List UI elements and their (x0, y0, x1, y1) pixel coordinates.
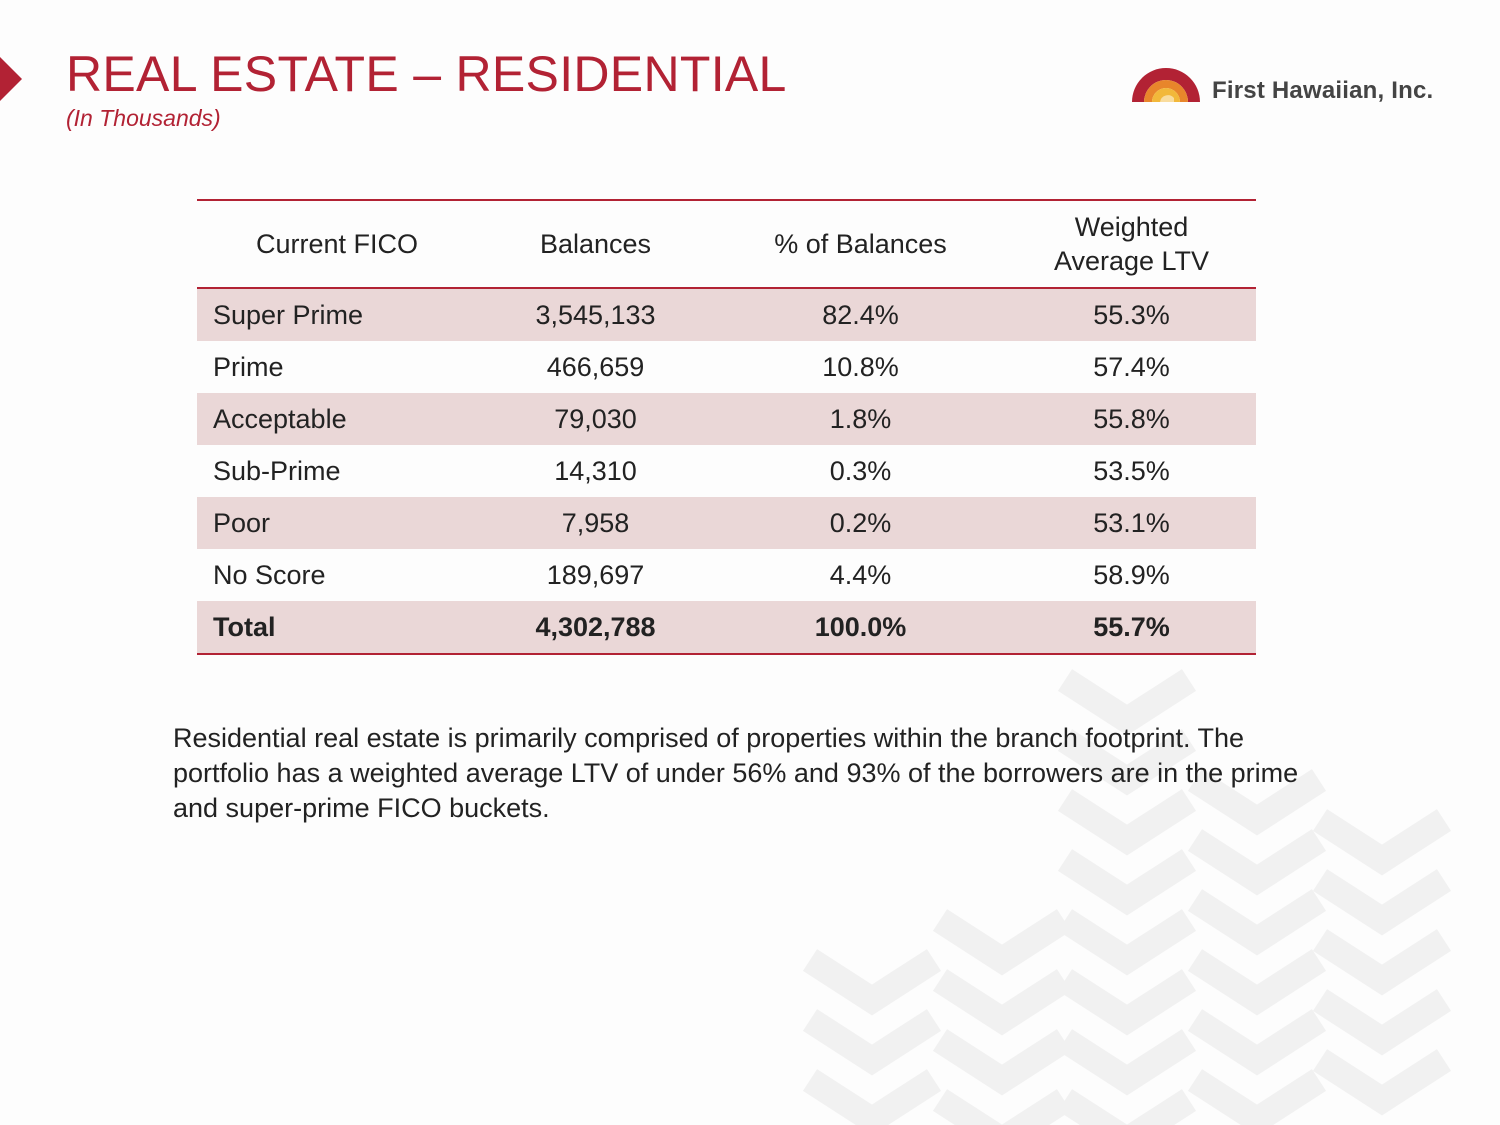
cell-total-ltv: 55.7% (1093, 611, 1170, 642)
cell-total-percent: 100.0% (814, 611, 907, 642)
cell-ltv: 53.5% (1093, 455, 1170, 486)
cell-balance: 14,310 (554, 455, 637, 486)
sunrise-logo-icon (1132, 68, 1200, 102)
cell-fico-tier: Acceptable (213, 403, 347, 434)
table-row: Super Prime 3,545,133 82.4% 55.3% (197, 288, 1256, 341)
cell-percent: 1.8% (829, 403, 892, 434)
cell-percent: 0.2% (829, 507, 892, 538)
chevron-background-pattern (802, 669, 1452, 1125)
logo-text: First Hawaiian, Inc. (1212, 77, 1434, 104)
header-current-fico: Current FICO (255, 229, 419, 259)
cell-percent: 10.8% (822, 351, 899, 382)
page-title: REAL ESTATE – RESIDENTIAL (66, 46, 787, 102)
company-logo: First Hawaiian, Inc. (1130, 62, 1460, 108)
cell-balance: 466,659 (546, 351, 645, 382)
corner-arrow-marker (0, 57, 22, 101)
cell-fico-tier: No Score (213, 559, 326, 590)
cell-ltv: 55.8% (1093, 403, 1170, 434)
cell-fico-tier: Prime (213, 351, 284, 382)
cell-balance: 189,697 (546, 559, 645, 590)
cell-fico-tier: Super Prime (213, 299, 364, 330)
cell-ltv: 57.4% (1093, 351, 1170, 382)
header-weighted-average-ltv: Weighted Average LTV (1053, 212, 1210, 276)
fico-table: Current FICO Balances % of Balances Weig… (197, 199, 1256, 655)
cell-ltv: 55.3% (1093, 299, 1170, 330)
table-row: Poor 7,958 0.2% 53.1% (197, 497, 1256, 549)
page-subtitle: (In Thousands) (66, 105, 221, 131)
table-row: Sub-Prime 14,310 0.3% 53.5% (197, 445, 1256, 497)
table-row: No Score 189,697 4.4% 58.9% (197, 549, 1256, 601)
cell-fico-tier: Poor (213, 507, 271, 538)
cell-fico-tier: Sub-Prime (213, 455, 341, 486)
cell-ltv: 53.1% (1093, 507, 1170, 538)
table-total-row: Total 4,302,788 100.0% 55.7% (197, 601, 1256, 654)
cell-balance: 79,030 (554, 403, 637, 434)
cell-balance: 3,545,133 (535, 299, 656, 330)
header-percent-of-balances: % of Balances (774, 229, 947, 259)
cell-total-balance: 4,302,788 (535, 611, 656, 642)
table-row: Acceptable 79,030 1.8% 55.8% (197, 393, 1256, 445)
cell-balance: 7,958 (561, 507, 630, 538)
cell-percent: 82.4% (822, 299, 899, 330)
cell-percent: 0.3% (829, 455, 892, 486)
table-header-row: Current FICO Balances % of Balances Weig… (197, 200, 1256, 288)
header-balances: Balances (539, 229, 652, 259)
cell-percent: 4.4% (829, 559, 892, 590)
table-row: Prime 466,659 10.8% 57.4% (197, 341, 1256, 393)
cell-ltv: 58.9% (1093, 559, 1170, 590)
cell-total-label: Total (213, 611, 276, 642)
summary-paragraph: Residential real estate is primarily com… (173, 723, 1299, 823)
